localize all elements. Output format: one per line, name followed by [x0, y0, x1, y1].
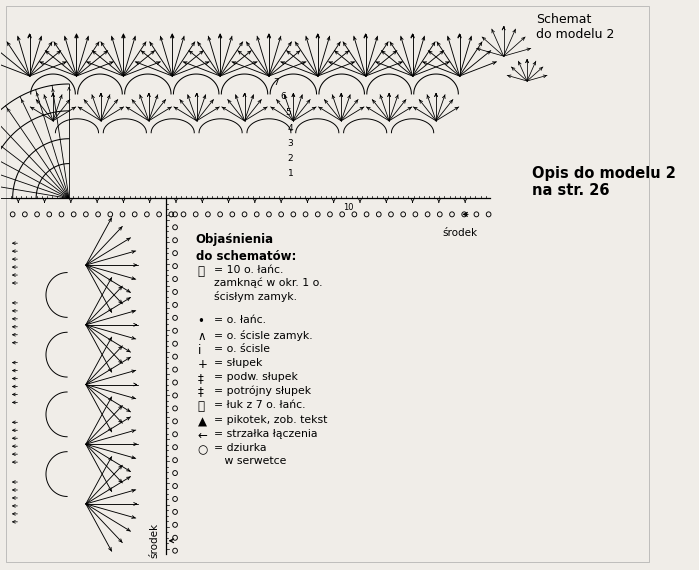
Text: = strzałka łączenia: = strzałka łączenia — [215, 429, 318, 439]
Text: = łuk z 7 o. łańc.: = łuk z 7 o. łańc. — [215, 401, 306, 410]
Text: ⌢: ⌢ — [198, 401, 205, 413]
Text: i: i — [198, 344, 201, 357]
Text: ←: ← — [198, 429, 208, 442]
Text: 3: 3 — [288, 139, 294, 148]
Text: ‡: ‡ — [198, 385, 203, 398]
Text: +: + — [198, 357, 208, 370]
Text: 10: 10 — [343, 203, 354, 213]
Text: 5: 5 — [284, 108, 291, 117]
Text: 7: 7 — [273, 79, 280, 87]
Text: ▲: ▲ — [198, 416, 207, 429]
Text: Opis do modelu 2
na str. 26: Opis do modelu 2 na str. 26 — [532, 165, 676, 198]
Text: Schemat
do modelu 2: Schemat do modelu 2 — [537, 13, 615, 42]
Text: = potrójny słupek: = potrójny słupek — [215, 385, 312, 396]
Text: ○: ○ — [198, 443, 208, 456]
Text: ⓔ: ⓔ — [198, 265, 205, 278]
Text: środek: środek — [443, 228, 478, 238]
Text: = dziurka
   w serwetce: = dziurka w serwetce — [215, 443, 287, 466]
Text: = podw. słupek: = podw. słupek — [215, 372, 298, 381]
Text: 2: 2 — [288, 154, 294, 163]
Text: 4: 4 — [288, 124, 294, 133]
Text: = 10 o. łańc.
zamknąć w okr. 1 o.
ścisłym zamyk.: = 10 o. łańc. zamknąć w okr. 1 o. ścisły… — [215, 265, 323, 302]
Text: 1: 1 — [288, 169, 294, 178]
Text: Objaśnienia
do schematów:: Objaśnienia do schematów: — [196, 233, 296, 263]
Text: środek: środek — [150, 523, 159, 558]
Text: = o. ścisle: = o. ścisle — [215, 344, 271, 354]
Text: 6: 6 — [280, 92, 286, 101]
Text: ∧: ∧ — [198, 330, 206, 343]
Text: = o. łańc.: = o. łańc. — [215, 315, 266, 325]
Text: = słupek: = słupek — [215, 357, 263, 368]
Text: = pikotek, zob. tekst: = pikotek, zob. tekst — [215, 416, 328, 425]
Text: ‡: ‡ — [198, 372, 203, 385]
Text: •: • — [198, 315, 205, 328]
Text: = o. ścisle zamyk.: = o. ścisle zamyk. — [215, 330, 313, 341]
